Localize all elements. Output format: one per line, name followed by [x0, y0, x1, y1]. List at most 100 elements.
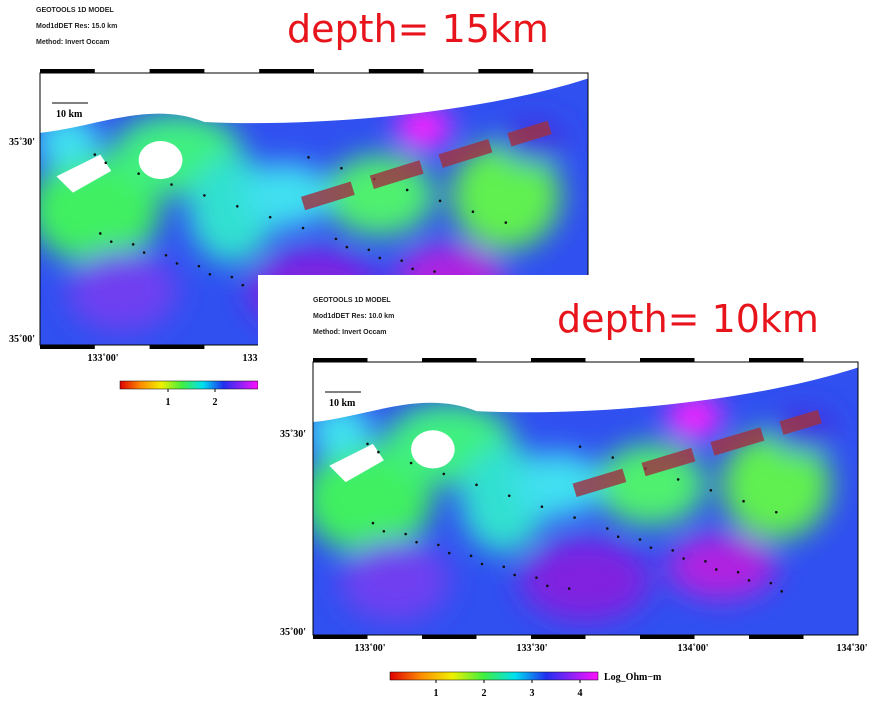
frame-tick: [422, 635, 477, 639]
station: [378, 256, 382, 260]
station: [616, 535, 620, 539]
profile-band: [300, 120, 552, 211]
station: [437, 543, 440, 547]
panel: GEOTOOLS 1D MODEL Mod1dDET Res: 10.0 km Me…: [258, 275, 870, 701]
lake: [56, 154, 112, 193]
field-blob: [667, 394, 722, 439]
frame-tick: [149, 69, 205, 73]
station: [709, 489, 713, 492]
station: [638, 538, 642, 541]
frame-tick: [531, 358, 586, 362]
depth-label: depth= 10km: [557, 297, 819, 341]
station: [164, 253, 168, 257]
lat-label: 35˚00': [280, 627, 306, 638]
frame-tick: [40, 69, 95, 73]
lon-label: 133˚00': [87, 353, 118, 364]
station: [93, 153, 97, 156]
station: [747, 579, 751, 582]
station: [400, 259, 403, 262]
profile-band: [572, 409, 822, 498]
scale-label: 10 km: [329, 398, 356, 409]
colorbar-tick-label: 4: [578, 688, 583, 699]
lon-label: 134˚30': [836, 643, 867, 654]
frame-tick: [531, 635, 586, 639]
field-blob: [514, 452, 602, 518]
station: [469, 554, 473, 558]
station: [774, 510, 778, 514]
station: [447, 551, 451, 555]
station: [502, 565, 506, 569]
station: [367, 248, 371, 252]
lake: [411, 430, 455, 469]
scale-label: 10 km: [56, 109, 83, 120]
station: [438, 199, 442, 203]
frame-tick: [640, 358, 695, 362]
station: [175, 262, 179, 265]
station: [415, 540, 418, 544]
field-blob: [67, 249, 177, 332]
station: [203, 194, 206, 197]
station: [606, 527, 609, 530]
header-line: GEOTOOLS 1D MODEL: [313, 297, 391, 304]
sea-area: [40, 73, 588, 133]
header-line: Method: Invert Occam: [36, 39, 110, 46]
station: [704, 559, 707, 563]
station: [780, 590, 783, 593]
station: [736, 570, 740, 574]
field-blob: [451, 141, 561, 250]
header-line: Method: Invert Occam: [313, 329, 387, 336]
station: [475, 483, 478, 487]
field-blob: [340, 539, 450, 622]
station: [131, 243, 135, 246]
resistivity-map: [313, 362, 858, 635]
frame-tick: [749, 635, 804, 639]
colorbar-title: Log_Ohm−m: [604, 672, 662, 683]
station: [340, 166, 343, 170]
lon-label: 133˚30': [516, 643, 547, 654]
station: [404, 532, 407, 536]
station: [137, 172, 140, 175]
colorbar-tick-label: 3: [530, 688, 535, 699]
station: [411, 267, 414, 271]
station: [109, 240, 113, 243]
station: [197, 264, 201, 268]
frame-tick: [749, 358, 804, 362]
colorbar-tick-label: 2: [482, 688, 487, 699]
station: [433, 270, 436, 273]
station: [573, 516, 576, 519]
station: [409, 461, 413, 465]
frame-tick: [368, 69, 424, 73]
frame-tick: [478, 69, 534, 73]
station: [535, 576, 538, 579]
header-line: Mod1dDET Res: 15.0 km: [36, 23, 117, 30]
station: [334, 237, 338, 241]
station: [480, 562, 484, 566]
station: [377, 450, 380, 454]
header-line: GEOTOOLS 1D MODEL: [36, 7, 114, 14]
station: [513, 573, 516, 577]
station: [546, 584, 549, 588]
station: [611, 456, 615, 459]
station: [301, 226, 305, 230]
station: [235, 204, 239, 208]
station: [371, 521, 375, 525]
colorbar-tick-label: 1: [166, 397, 171, 408]
station: [382, 529, 386, 533]
station: [578, 445, 582, 448]
lon-label: 134˚00': [677, 643, 708, 654]
frame-tick: [640, 635, 695, 639]
station: [504, 221, 508, 224]
frame-tick: [40, 345, 95, 349]
lat-label: 35˚30': [9, 137, 35, 148]
station: [405, 188, 409, 192]
station: [676, 478, 680, 481]
station: [366, 442, 369, 446]
field-blob: [520, 539, 651, 622]
station: [682, 557, 685, 560]
lake: [138, 141, 183, 180]
station: [649, 546, 653, 549]
colorbar-tick-label: 2: [213, 397, 218, 408]
station: [142, 251, 146, 254]
station: [540, 505, 544, 508]
